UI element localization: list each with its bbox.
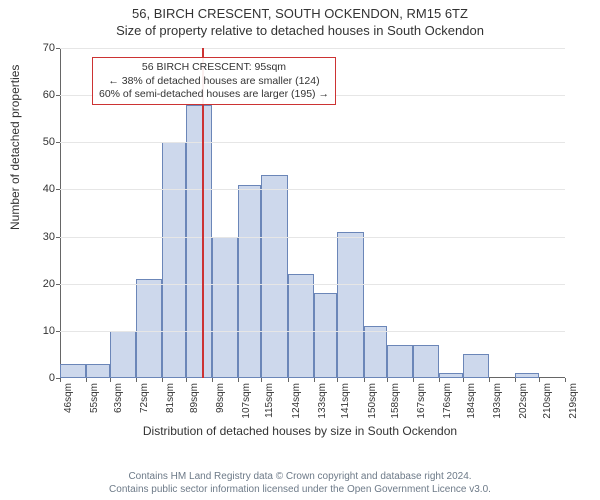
x-tick-label: 158sqm — [390, 383, 401, 419]
x-tick-label: 141sqm — [340, 383, 351, 419]
x-tick-label: 133sqm — [317, 383, 328, 419]
x-tick-mark — [463, 378, 464, 382]
histogram-bar — [238, 185, 261, 378]
y-tick-mark — [56, 237, 60, 238]
x-tick-label: 81sqm — [165, 383, 176, 413]
y-tick-label: 0 — [25, 372, 55, 384]
y-tick-mark — [56, 142, 60, 143]
histogram-bar — [261, 175, 287, 378]
histogram-bar — [86, 364, 109, 378]
footer-line-2: Contains public sector information licen… — [0, 483, 600, 496]
x-tick-label: 219sqm — [568, 383, 579, 419]
x-tick-mark — [238, 378, 239, 382]
x-tick-mark — [110, 378, 111, 382]
x-tick-label: 55sqm — [89, 383, 100, 413]
x-tick-mark — [60, 378, 61, 382]
x-tick-label: 72sqm — [139, 383, 150, 413]
y-tick-label: 60 — [25, 89, 55, 101]
footer-line-1: Contains HM Land Registry data © Crown c… — [0, 470, 600, 483]
y-tick-label: 30 — [25, 231, 55, 243]
x-tick-label: 98sqm — [215, 383, 226, 413]
x-axis-label: Distribution of detached houses by size … — [0, 424, 600, 438]
y-axis-label: Number of detached properties — [8, 65, 22, 230]
x-tick-mark — [439, 378, 440, 382]
y-tick-mark — [56, 331, 60, 332]
x-tick-mark — [212, 378, 213, 382]
histogram-bar — [337, 232, 363, 378]
x-tick-mark — [387, 378, 388, 382]
x-tick-label: 63sqm — [113, 383, 124, 413]
x-tick-label: 115sqm — [264, 383, 275, 418]
histogram-bar — [60, 364, 86, 378]
x-tick-mark — [364, 378, 365, 382]
x-tick-mark — [413, 378, 414, 382]
y-tick-mark — [56, 284, 60, 285]
y-gridline — [60, 237, 565, 238]
annotation-line-3: 60% of semi-detached houses are larger (… — [99, 88, 329, 101]
histogram-bar — [162, 142, 185, 378]
y-gridline — [60, 142, 565, 143]
histogram-bar — [288, 274, 314, 378]
y-tick-label: 50 — [25, 136, 55, 148]
x-tick-label: 193sqm — [492, 383, 503, 419]
y-tick-mark — [56, 95, 60, 96]
x-tick-label: 210sqm — [542, 383, 553, 419]
histogram-bar — [110, 331, 136, 378]
histogram-bar — [136, 279, 162, 378]
x-tick-mark — [261, 378, 262, 382]
y-tick-label: 70 — [25, 42, 55, 54]
y-tick-mark — [56, 189, 60, 190]
y-tick-mark — [56, 48, 60, 49]
annotation-box: 56 BIRCH CRESCENT: 95sqm← 38% of detache… — [92, 57, 336, 104]
histogram-plot: 01020304050607046sqm55sqm63sqm72sqm81sqm… — [60, 48, 565, 378]
y-tick-label: 20 — [25, 278, 55, 290]
x-tick-mark — [314, 378, 315, 382]
histogram-bar — [212, 237, 238, 378]
x-tick-label: 107sqm — [241, 383, 252, 419]
x-tick-mark — [136, 378, 137, 382]
x-tick-label: 46sqm — [63, 383, 74, 413]
x-tick-mark — [86, 378, 87, 382]
histogram-bar — [186, 105, 212, 378]
histogram-bar — [413, 345, 439, 378]
x-tick-label: 124sqm — [291, 383, 302, 419]
y-gridline — [60, 284, 565, 285]
y-tick-label: 10 — [25, 325, 55, 337]
x-tick-mark — [565, 378, 566, 382]
x-tick-mark — [162, 378, 163, 382]
annotation-line-2: ← 38% of detached houses are smaller (12… — [99, 75, 329, 88]
histogram-bar — [387, 345, 413, 378]
x-tick-mark — [539, 378, 540, 382]
histogram-bar — [364, 326, 387, 378]
x-tick-mark — [288, 378, 289, 382]
x-tick-mark — [515, 378, 516, 382]
x-tick-mark — [489, 378, 490, 382]
y-gridline — [60, 48, 565, 49]
x-tick-mark — [186, 378, 187, 382]
x-tick-label: 150sqm — [367, 383, 378, 419]
histogram-bar — [515, 373, 538, 378]
title-line-2: Size of property relative to detached ho… — [0, 23, 600, 38]
y-gridline — [60, 331, 565, 332]
title-line-1: 56, BIRCH CRESCENT, SOUTH OCKENDON, RM15… — [0, 6, 600, 21]
x-tick-label: 176sqm — [442, 383, 453, 419]
chart-titles: 56, BIRCH CRESCENT, SOUTH OCKENDON, RM15… — [0, 0, 600, 38]
x-tick-label: 89sqm — [189, 383, 200, 413]
x-tick-mark — [337, 378, 338, 382]
y-gridline — [60, 189, 565, 190]
histogram-bar — [439, 373, 462, 378]
histogram-bar — [463, 354, 489, 378]
x-tick-label: 184sqm — [466, 383, 477, 419]
y-tick-label: 40 — [25, 183, 55, 195]
histogram-bar — [314, 293, 337, 378]
annotation-line-1: 56 BIRCH CRESCENT: 95sqm — [99, 61, 329, 74]
x-tick-label: 167sqm — [416, 383, 427, 419]
footer-attribution: Contains HM Land Registry data © Crown c… — [0, 470, 600, 496]
x-tick-label: 202sqm — [518, 383, 529, 419]
